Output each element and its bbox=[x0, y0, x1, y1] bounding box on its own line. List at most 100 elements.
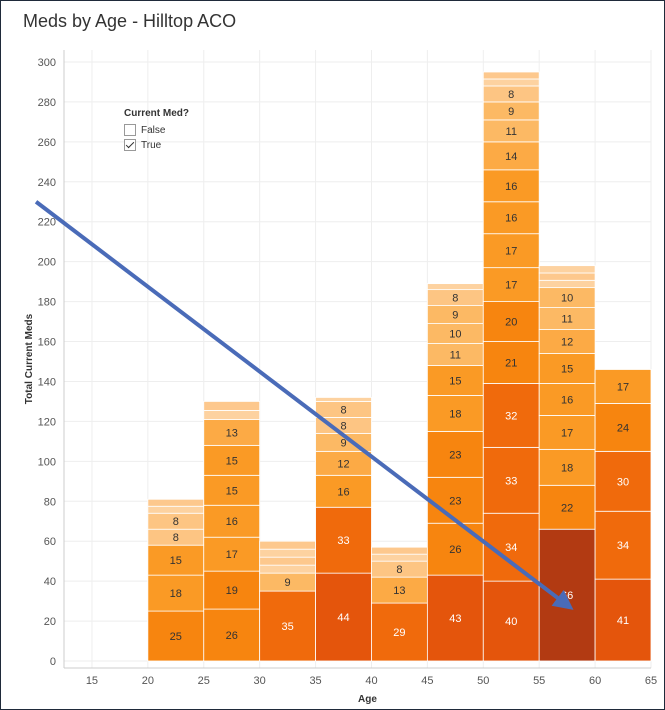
segment-label: 33 bbox=[337, 535, 349, 547]
bar-segment bbox=[538, 484, 596, 530]
x-tick-label: 55 bbox=[533, 675, 545, 687]
segment-label: 8 bbox=[173, 532, 179, 544]
segment-label: 8 bbox=[173, 516, 179, 528]
y-tick-label: 240 bbox=[38, 177, 56, 189]
segment-label: 21 bbox=[505, 357, 517, 369]
segment-label: 8 bbox=[508, 89, 514, 101]
legend-label-true: True bbox=[141, 139, 162, 151]
bar-segment bbox=[482, 201, 540, 235]
segment-label: 34 bbox=[617, 540, 629, 552]
legend-item-false[interactable]: False bbox=[124, 124, 189, 136]
y-tick-label: 80 bbox=[44, 496, 56, 508]
bar-segment-small bbox=[203, 401, 261, 411]
checkbox-false[interactable] bbox=[124, 124, 136, 136]
segment-label: 16 bbox=[505, 213, 517, 225]
y-tick-label: 20 bbox=[44, 616, 56, 628]
legend-label-false: False bbox=[141, 124, 166, 136]
annotation-arrow bbox=[34, 200, 574, 610]
segment-label: 17 bbox=[505, 280, 517, 292]
y-tick-label: 300 bbox=[38, 57, 56, 69]
bar-segment-small bbox=[259, 540, 316, 550]
segment-label: 15 bbox=[226, 485, 238, 497]
x-tick-label: 25 bbox=[198, 675, 210, 687]
bar-segment bbox=[482, 301, 540, 342]
segment-label: 8 bbox=[340, 420, 346, 432]
segment-label: 15 bbox=[170, 555, 182, 567]
segment-label: 16 bbox=[226, 516, 238, 528]
segment-label: 8 bbox=[340, 404, 346, 416]
segment-label: 8 bbox=[452, 293, 458, 305]
y-axis-label: Total Current Meds bbox=[24, 313, 35, 404]
bar-segment-small bbox=[538, 272, 596, 281]
bar-segment bbox=[482, 233, 540, 269]
segment-label: 44 bbox=[337, 612, 349, 624]
segment-label: 43 bbox=[449, 613, 461, 625]
segment-label: 9 bbox=[285, 577, 291, 589]
legend-item-true[interactable]: True bbox=[124, 139, 189, 151]
bar-segment bbox=[203, 419, 261, 446]
bar-segment-small bbox=[147, 505, 205, 514]
bar-segment bbox=[482, 580, 540, 662]
segment-label: 10 bbox=[561, 293, 573, 305]
y-tick-label: 160 bbox=[38, 337, 56, 349]
bar-segment bbox=[203, 536, 261, 572]
segment-label: 15 bbox=[226, 455, 238, 467]
y-tick-label: 260 bbox=[38, 137, 56, 149]
segment-label: 11 bbox=[450, 350, 461, 362]
x-tick-label: 50 bbox=[477, 675, 489, 687]
bar-segment bbox=[482, 383, 540, 448]
bar-segment-small bbox=[315, 397, 372, 402]
segment-label: 22 bbox=[561, 502, 573, 514]
y-tick-label: 280 bbox=[38, 97, 56, 109]
segment-label: 25 bbox=[170, 631, 182, 643]
bar-segment-small bbox=[538, 279, 596, 289]
bar-segment bbox=[315, 506, 372, 574]
segment-label: 18 bbox=[170, 588, 182, 600]
segment-label: 13 bbox=[393, 585, 405, 597]
bar-segment-small bbox=[259, 548, 316, 558]
segment-label: 41 bbox=[617, 615, 629, 627]
segment-label: 19 bbox=[226, 585, 238, 597]
bar-segment-small bbox=[482, 78, 540, 87]
segment-label: 12 bbox=[337, 458, 349, 470]
segment-label: 16 bbox=[561, 394, 573, 406]
segment-label: 26 bbox=[226, 630, 238, 642]
legend[interactable]: Current Med? False True bbox=[124, 108, 189, 154]
bar-segment-small bbox=[259, 564, 316, 574]
segment-label: 34 bbox=[505, 542, 517, 554]
bar-segment bbox=[594, 450, 652, 512]
segment-label: 16 bbox=[505, 181, 517, 193]
segment-labels: 25 18 15 8 8 26 19 17 16 15 15 13 35 9 44 33 16 12 9 8 8 29 13… bbox=[170, 89, 629, 643]
segment-label: 17 bbox=[226, 549, 238, 561]
y-tick-label: 100 bbox=[38, 456, 56, 468]
bar-segment bbox=[203, 474, 261, 506]
x-tick-label: 65 bbox=[645, 675, 657, 687]
bar-segment bbox=[594, 369, 652, 404]
chart-title: Meds by Age - Hilltop ACO bbox=[23, 11, 237, 31]
segment-label: 12 bbox=[561, 337, 573, 349]
x-tick-label: 45 bbox=[421, 675, 433, 687]
bar-segment bbox=[426, 395, 484, 432]
bar-segment-small bbox=[259, 556, 316, 566]
bar-segment-small bbox=[538, 265, 596, 274]
segment-label: 17 bbox=[561, 427, 573, 439]
x-tick-label: 15 bbox=[86, 675, 98, 687]
y-tick-label: 140 bbox=[38, 376, 56, 388]
segment-label: 13 bbox=[226, 427, 238, 439]
bar-segment-small bbox=[147, 498, 205, 507]
segment-label: 33 bbox=[505, 475, 517, 487]
segment-label: 14 bbox=[505, 151, 517, 163]
checkbox-true[interactable] bbox=[124, 139, 136, 151]
bar-segment bbox=[203, 444, 261, 476]
segment-label: 23 bbox=[449, 449, 461, 461]
bar-segment-small bbox=[482, 71, 540, 80]
y-tick-label: 0 bbox=[50, 656, 56, 668]
bar-segment bbox=[203, 504, 261, 538]
segment-label: 9 bbox=[508, 106, 514, 118]
y-tick-label: 120 bbox=[38, 416, 56, 428]
x-tick-label: 20 bbox=[142, 675, 154, 687]
segment-label: 29 bbox=[393, 627, 405, 639]
x-tick-label: 30 bbox=[254, 675, 266, 687]
segment-label: 40 bbox=[505, 616, 517, 628]
bar-segment-small bbox=[371, 546, 428, 555]
